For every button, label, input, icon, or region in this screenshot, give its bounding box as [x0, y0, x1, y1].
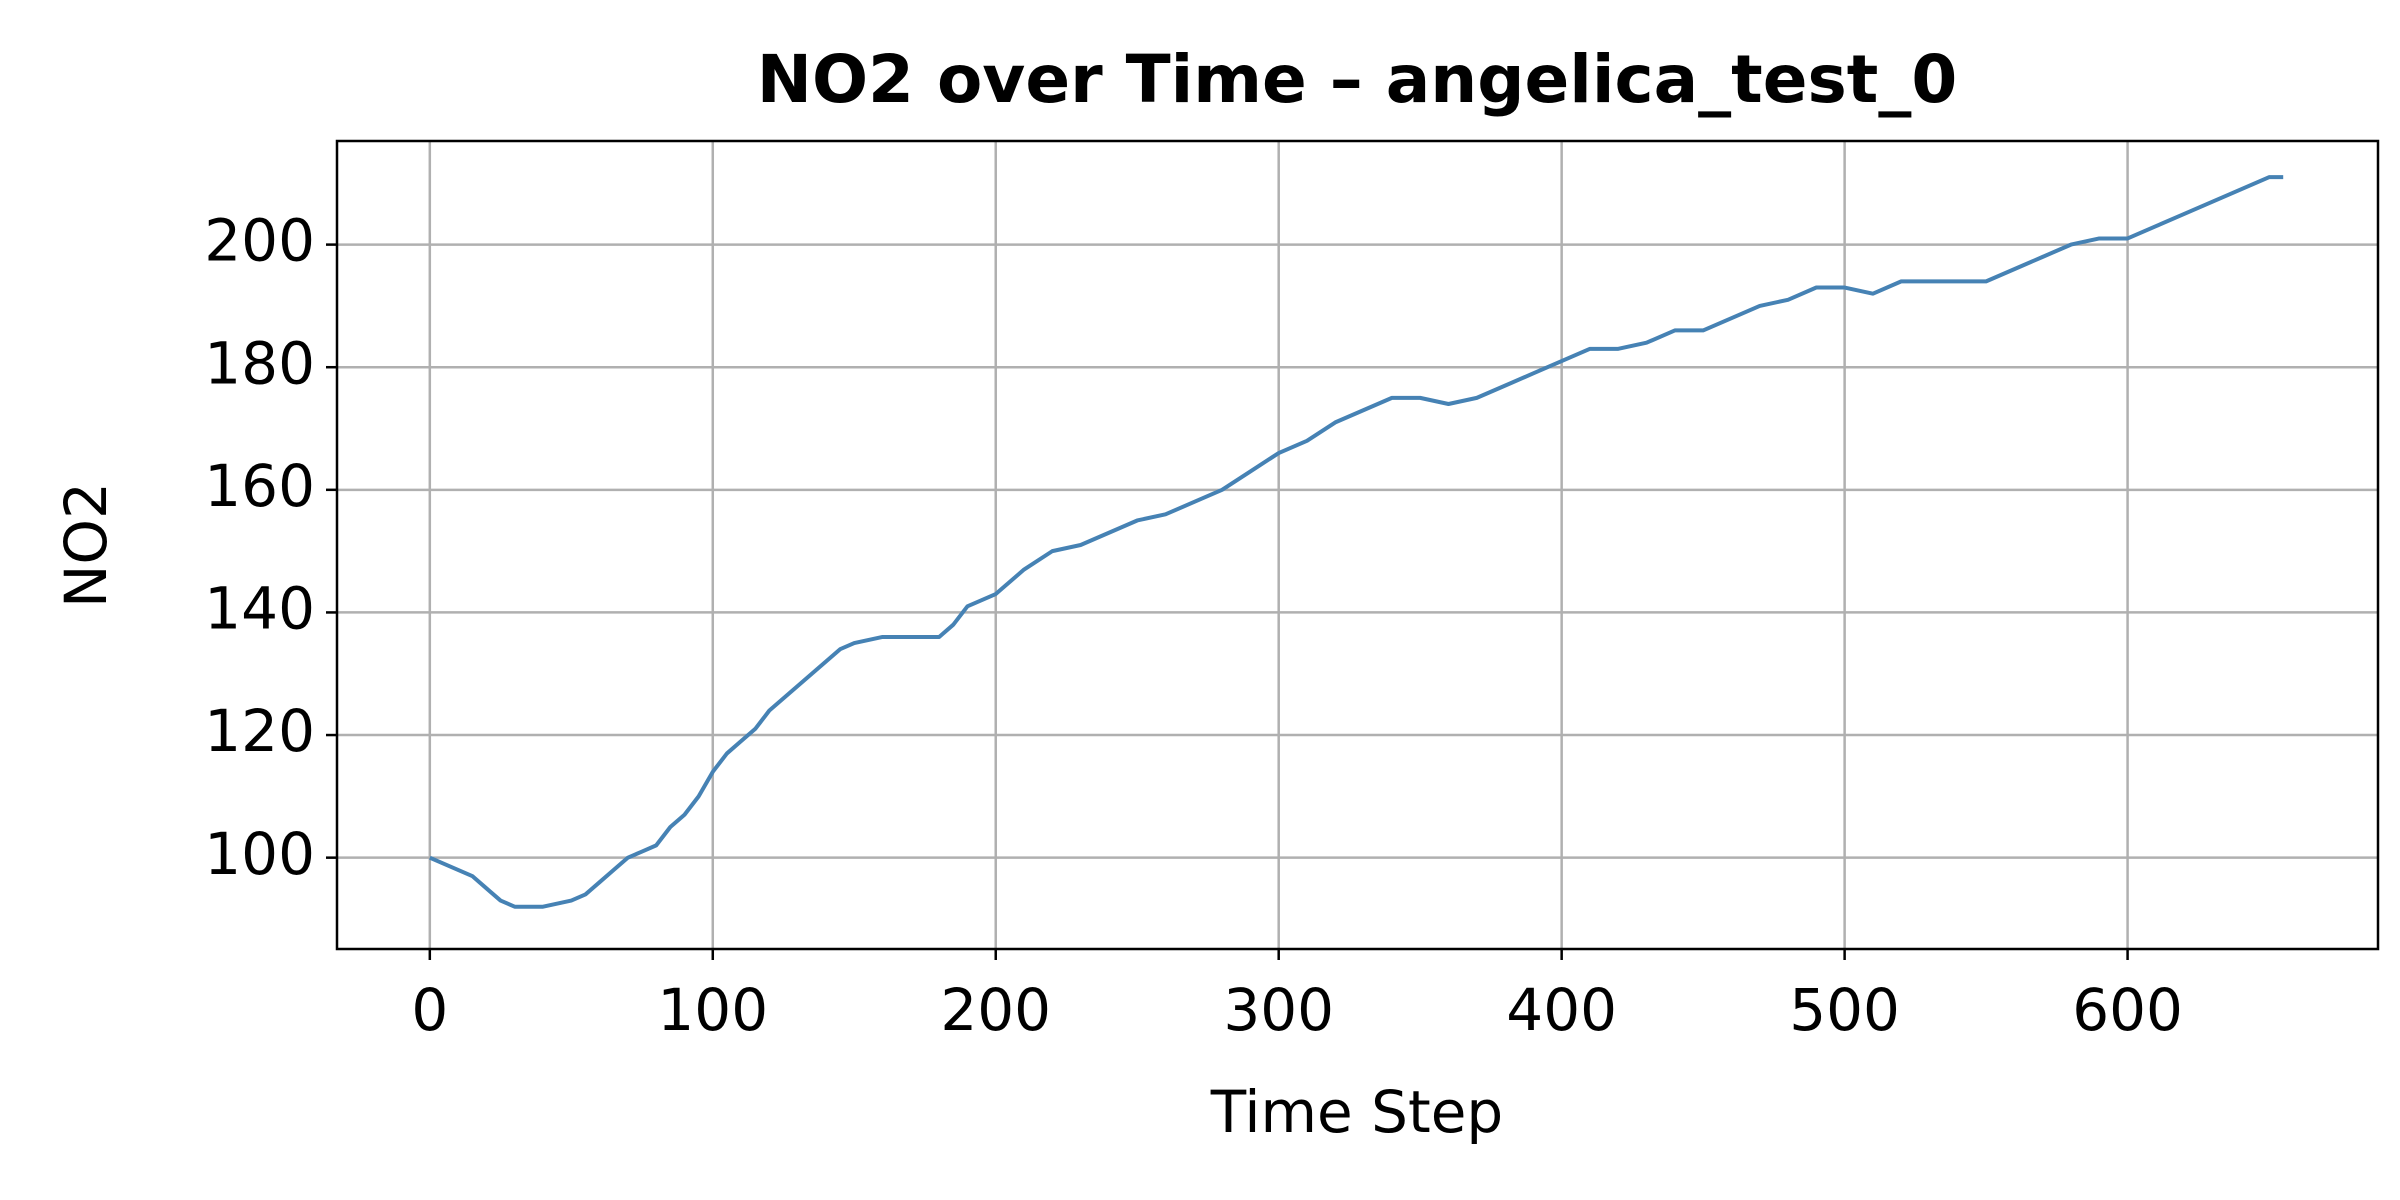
y-tick-label: 180 — [204, 329, 315, 397]
y-tick-label: 100 — [204, 820, 315, 888]
data-line — [429, 175, 2284, 909]
x-tick-label: 200 — [940, 976, 1051, 1044]
x-tick-label: 300 — [1223, 976, 1334, 1044]
y-axis-label: NO2 — [52, 482, 120, 608]
y-tick-label: 140 — [204, 575, 315, 643]
x-tick-label: 0 — [411, 976, 448, 1044]
x-tick-label: 600 — [2072, 976, 2183, 1044]
y-tick-label: 120 — [204, 697, 315, 765]
y-tick-label: 200 — [204, 207, 315, 275]
x-tick-label: 400 — [1506, 976, 1617, 1044]
x-tick-label: 100 — [657, 976, 768, 1044]
x-axis-label: Time Step — [1210, 1078, 1503, 1146]
x-tick-label: 500 — [1789, 976, 1900, 1044]
plot-frame — [335, 139, 2380, 951]
y-tick-label: 160 — [204, 452, 315, 520]
chart-title: NO2 over Time – angelica_test_0 — [757, 41, 1958, 118]
